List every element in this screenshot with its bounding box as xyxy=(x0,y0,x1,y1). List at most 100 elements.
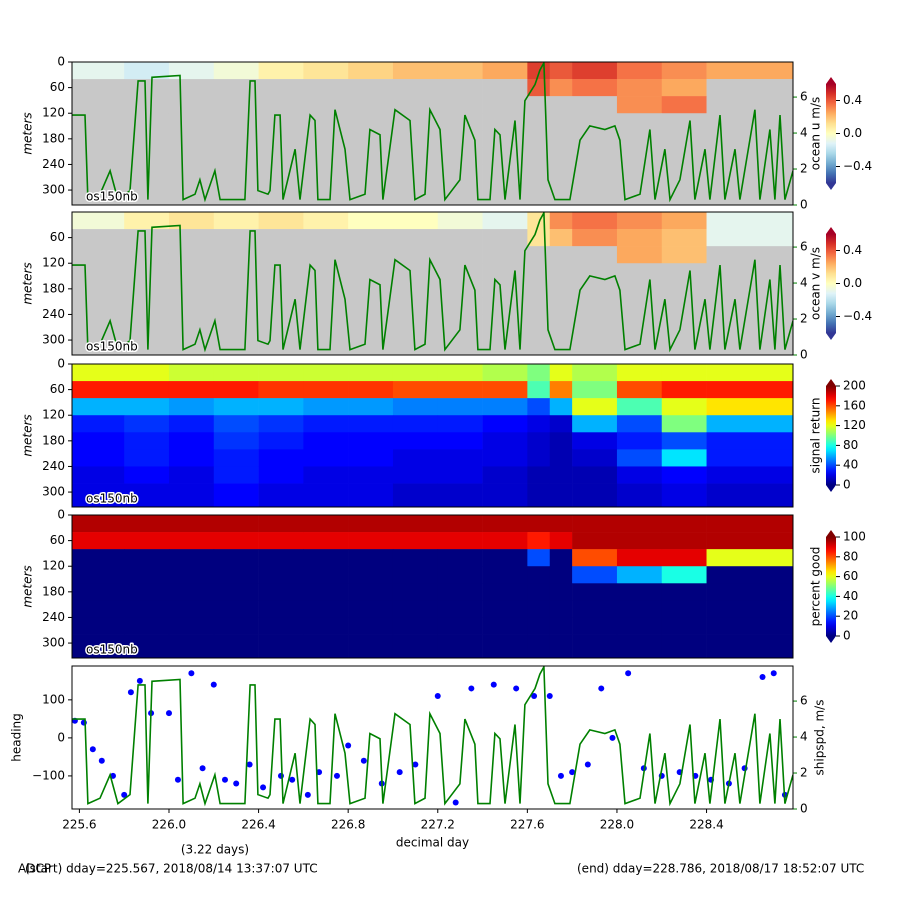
heat-cell xyxy=(392,96,439,114)
heat-cell xyxy=(213,113,259,131)
heat-cell xyxy=(527,130,551,148)
heat-cell xyxy=(72,96,125,114)
y-tick-label: 100 xyxy=(42,692,65,706)
heat-cell xyxy=(348,600,394,618)
heat-cell xyxy=(706,331,793,355)
heat-cell xyxy=(348,566,394,584)
heat-cell xyxy=(527,634,551,658)
heat-cell xyxy=(616,415,663,433)
heat-cell xyxy=(549,449,573,467)
heat-cell xyxy=(213,549,259,567)
y-tick-label: 240 xyxy=(42,157,65,171)
heat-cell xyxy=(258,314,304,332)
heat-cell xyxy=(527,515,551,533)
heat-cell xyxy=(706,549,793,567)
heat-cell xyxy=(348,449,394,467)
speed-line xyxy=(72,212,793,353)
heat-cell xyxy=(348,617,394,635)
heat-cell xyxy=(392,331,439,355)
heat-cell xyxy=(258,164,304,182)
heat-cell xyxy=(303,147,349,165)
y-tick-label: 60 xyxy=(50,230,65,244)
heat-cell xyxy=(213,600,259,618)
heat-cell xyxy=(661,113,707,131)
heat-cell xyxy=(392,246,439,264)
heat-cell xyxy=(437,566,483,584)
heat-cell xyxy=(661,415,707,433)
heat-cell xyxy=(616,532,663,550)
heat-cell xyxy=(303,449,349,467)
y-tick-label: 120 xyxy=(42,559,65,573)
heat-cell xyxy=(258,432,304,450)
heat-cell xyxy=(168,600,215,618)
heat-cell xyxy=(572,113,618,131)
heat-cell xyxy=(258,398,304,416)
heat-cell xyxy=(549,432,573,450)
heat-cell xyxy=(348,583,394,601)
heat-cell xyxy=(706,113,793,131)
heat-cell xyxy=(213,212,259,230)
heat-cell xyxy=(527,449,551,467)
heat-cell xyxy=(258,364,304,382)
heat-cell xyxy=(706,164,793,182)
y2-tick-label: 4 xyxy=(800,730,808,744)
heat-cell xyxy=(482,364,528,382)
heading-point xyxy=(609,734,616,741)
heat-cell xyxy=(213,449,259,467)
heat-cell xyxy=(213,381,259,399)
heat-cell xyxy=(572,483,618,507)
heat-cell xyxy=(616,212,663,230)
heat-cell xyxy=(527,164,551,182)
heat-cell xyxy=(437,246,483,264)
heat-cell xyxy=(303,634,349,658)
heat-cell xyxy=(124,246,170,264)
heat-cell xyxy=(482,634,528,658)
heat-cell xyxy=(572,532,618,550)
x-tick-label: 227.2 xyxy=(421,818,455,832)
heat-cell xyxy=(482,549,528,567)
heat-cell xyxy=(661,566,707,584)
heat-cell xyxy=(661,280,707,298)
heat-cell xyxy=(124,483,170,507)
heading-point xyxy=(89,746,96,753)
heat-cell xyxy=(572,449,618,467)
heat-cell xyxy=(392,583,439,601)
heat-cell xyxy=(213,515,259,533)
heat-cell xyxy=(124,617,170,635)
heat-cell xyxy=(168,212,215,230)
heat-cell xyxy=(303,96,349,114)
heat-cell xyxy=(348,229,394,247)
y-tick-label: 180 xyxy=(42,433,65,447)
heading-point xyxy=(333,772,340,779)
heat-cell xyxy=(549,62,573,80)
heat-cell xyxy=(572,566,618,584)
heat-cell xyxy=(392,263,439,281)
colorbar-end xyxy=(826,227,836,234)
heat-cell xyxy=(549,113,573,131)
heat-cell xyxy=(213,483,259,507)
colorbar-end xyxy=(826,485,836,492)
heading-point xyxy=(759,674,766,681)
heat-cell xyxy=(661,483,707,507)
heat-cell xyxy=(616,164,663,182)
heat-cell xyxy=(549,617,573,635)
heat-cell xyxy=(661,164,707,182)
heat-cell xyxy=(168,466,215,484)
heat-cell xyxy=(572,229,618,247)
heat-cell xyxy=(616,263,663,281)
heading-point xyxy=(260,784,267,791)
y-axis-label: meters xyxy=(21,262,35,304)
heat-cell xyxy=(572,62,618,80)
heat-cell xyxy=(661,549,707,567)
colorbar-end xyxy=(826,77,836,84)
heading-point xyxy=(174,776,181,783)
heat-cell xyxy=(549,415,573,433)
colorbar xyxy=(826,84,836,183)
heat-cell xyxy=(213,466,259,484)
heat-cell xyxy=(124,364,170,382)
heading-point xyxy=(412,761,419,768)
heat-cell xyxy=(549,634,573,658)
heat-cell xyxy=(348,634,394,658)
heat-cell xyxy=(527,532,551,550)
heading-point xyxy=(165,710,172,717)
